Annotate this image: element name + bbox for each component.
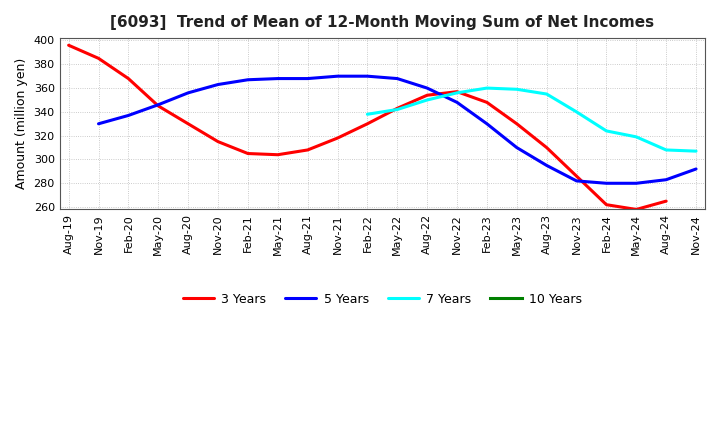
3 Years — [243, 151, 252, 156]
5 Years — [363, 73, 372, 79]
7 Years — [572, 109, 581, 114]
Y-axis label: Amount (million yen): Amount (million yen) — [15, 58, 28, 189]
3 Years — [482, 100, 491, 105]
7 Years — [602, 128, 611, 134]
5 Years — [303, 76, 312, 81]
5 Years — [632, 181, 641, 186]
3 Years — [662, 198, 670, 204]
7 Years — [453, 90, 462, 95]
3 Years — [572, 173, 581, 179]
7 Years — [662, 147, 670, 153]
5 Years — [154, 102, 163, 107]
Line: 3 Years: 3 Years — [68, 45, 666, 209]
5 Years — [214, 82, 222, 87]
5 Years — [184, 90, 192, 95]
5 Years — [423, 85, 431, 91]
3 Years — [333, 136, 342, 141]
7 Years — [482, 85, 491, 91]
7 Years — [632, 134, 641, 139]
3 Years — [124, 76, 132, 81]
Legend: 3 Years, 5 Years, 7 Years, 10 Years: 3 Years, 5 Years, 7 Years, 10 Years — [178, 288, 587, 311]
5 Years — [393, 76, 402, 81]
5 Years — [513, 145, 521, 150]
3 Years — [64, 43, 73, 48]
3 Years — [274, 152, 282, 158]
3 Years — [453, 89, 462, 94]
7 Years — [513, 87, 521, 92]
3 Years — [184, 121, 192, 126]
3 Years — [602, 202, 611, 207]
Line: 7 Years: 7 Years — [367, 88, 696, 151]
Title: [6093]  Trend of Mean of 12-Month Moving Sum of Net Incomes: [6093] Trend of Mean of 12-Month Moving … — [110, 15, 654, 30]
5 Years — [94, 121, 103, 126]
5 Years — [692, 166, 701, 172]
5 Years — [333, 73, 342, 79]
7 Years — [363, 112, 372, 117]
5 Years — [124, 113, 132, 118]
7 Years — [692, 149, 701, 154]
5 Years — [243, 77, 252, 82]
3 Years — [632, 207, 641, 212]
5 Years — [482, 121, 491, 126]
7 Years — [393, 107, 402, 112]
5 Years — [662, 177, 670, 182]
3 Years — [363, 121, 372, 126]
3 Years — [303, 147, 312, 153]
3 Years — [542, 145, 551, 150]
5 Years — [542, 163, 551, 168]
3 Years — [423, 92, 431, 98]
5 Years — [274, 76, 282, 81]
5 Years — [572, 178, 581, 183]
3 Years — [94, 56, 103, 61]
3 Years — [154, 103, 163, 109]
3 Years — [513, 121, 521, 126]
5 Years — [602, 181, 611, 186]
3 Years — [393, 106, 402, 111]
7 Years — [542, 92, 551, 97]
3 Years — [214, 139, 222, 144]
5 Years — [453, 100, 462, 105]
7 Years — [423, 97, 431, 103]
Line: 5 Years: 5 Years — [99, 76, 696, 183]
